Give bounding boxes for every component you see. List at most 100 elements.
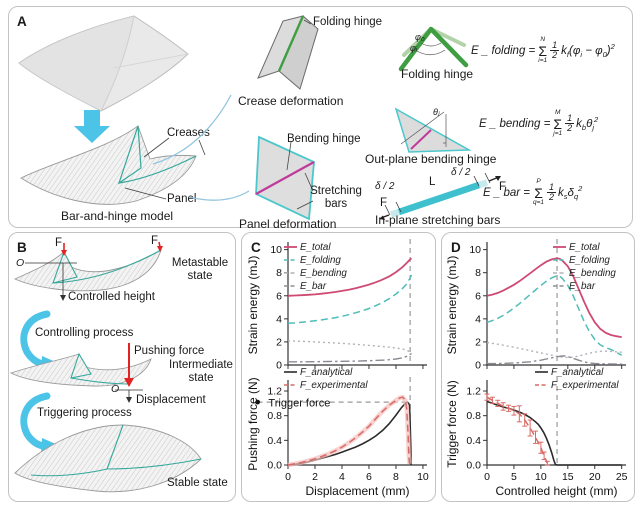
svg-text:F_analytical: F_analytical: [300, 367, 353, 378]
force-f2-label: F: [151, 235, 159, 247]
svg-text:20: 20: [589, 471, 601, 483]
phii-label: φᵢ: [410, 43, 417, 53]
bending-hinge-label: Bending hinge: [287, 133, 361, 145]
panel-d-label: D: [451, 240, 461, 255]
svg-text:8: 8: [475, 267, 481, 279]
down-arrow-icon: [74, 110, 110, 143]
controlling-process-label: Controlling process: [35, 327, 134, 339]
panel-a-label: A: [17, 14, 27, 29]
origin-o2-label: O: [111, 383, 120, 395]
svg-text:0.4: 0.4: [466, 435, 481, 447]
panel-c: C 0 2 4 6 8 10 Strain energy (mJ) E_total E_fold…: [241, 232, 436, 502]
bar-hinge-caption: Bar-and-hinge model: [61, 209, 174, 223]
svg-text:Strain energy (mJ): Strain energy (mJ): [246, 256, 260, 355]
crease-deformation-caption: Crease deformation: [238, 94, 344, 108]
creases-label: Creases: [167, 127, 210, 139]
crease-deformation-illustration: [257, 15, 319, 90]
stable-mesh-illustration: [14, 424, 202, 493]
svg-text:10: 10: [270, 244, 282, 256]
svg-text:10: 10: [417, 471, 429, 483]
svg-text:E_total: E_total: [569, 242, 600, 253]
bar-length-label: L: [429, 176, 436, 188]
folding-hinge-illustration: [398, 26, 469, 72]
phi0-label: φ₀: [415, 32, 425, 42]
svg-text:0.8: 0.8: [466, 410, 481, 422]
svg-text:Displacement (mm): Displacement (mm): [305, 484, 409, 498]
triggering-process-label: Triggering process: [37, 407, 132, 419]
svg-text:2: 2: [312, 471, 318, 483]
panel-b: B F F O Controlled height Metastable sta…: [8, 232, 236, 502]
svg-text:6: 6: [475, 290, 481, 302]
svg-text:4: 4: [339, 471, 345, 483]
panel-a: A Creases Panel Bar-and-hinge model Fold…: [8, 6, 633, 231]
svg-text:1.2: 1.2: [267, 386, 282, 398]
svg-text:6: 6: [276, 290, 282, 302]
svg-text:Controlled height (mm): Controlled height (mm): [495, 484, 617, 498]
bending-hinge-illustration: [394, 107, 472, 153]
intermediate-mesh-illustration: [9, 343, 152, 403]
svg-text:0: 0: [475, 360, 481, 372]
svg-text:0: 0: [276, 360, 282, 372]
origin-o1-label: O: [16, 257, 25, 269]
metastable-mesh-illustration: [13, 241, 163, 301]
strain-energy-vs-displacement-chart: 0 2 4 6 8 10 Strain energy (mJ) E_total E_foldin…: [246, 239, 427, 372]
inplane-caption: In-plane stretching bars: [375, 213, 501, 227]
panel-deformation-caption: Panel deformation: [239, 217, 337, 231]
svg-text:E_bar: E_bar: [300, 281, 327, 292]
force-left-label: F: [380, 197, 388, 209]
svg-text:4: 4: [475, 313, 481, 325]
svg-text:Strain energy (mJ): Strain energy (mJ): [445, 256, 459, 355]
force-right-label: F: [499, 181, 507, 193]
svg-text:15: 15: [562, 471, 574, 483]
svg-text:8: 8: [276, 267, 282, 279]
strain-energy-vs-height-chart: 0 2 4 6 8 10 Strain energy (mJ) E_total E_foldin…: [445, 239, 626, 372]
svg-text:0: 0: [484, 471, 490, 483]
svg-text:F_analytical: F_analytical: [551, 367, 604, 378]
svg-text:0: 0: [285, 471, 291, 483]
theta-label: θⱼ: [433, 107, 440, 117]
folding-hinge-caption: Folding hinge: [401, 67, 474, 81]
outplane-caption: Out-plane bending hinge: [365, 152, 497, 166]
svg-text:10: 10: [535, 471, 547, 483]
svg-text:2: 2: [475, 336, 481, 348]
svg-text:E_folding: E_folding: [300, 255, 341, 266]
metastable-state-label: Metastable state: [171, 257, 229, 283]
panel-label: Panel: [167, 193, 197, 205]
svg-text:0.8: 0.8: [267, 410, 282, 422]
svg-text:5: 5: [511, 471, 517, 483]
pushing-force-vs-displacement-chart: 0.0 0.4 0.8 1.2 0 2 4 6 8 10 Displacement (mm) Push…: [246, 367, 429, 498]
controlled-height-label: Controlled height: [68, 291, 155, 303]
svg-text:E_folding: E_folding: [569, 255, 610, 266]
folding-hinge-label: Folding hinge: [313, 16, 383, 28]
smooth-surface-illustration: [18, 15, 189, 112]
svg-text:0.0: 0.0: [267, 460, 282, 472]
svg-text:E_bending: E_bending: [569, 268, 616, 279]
svg-text:6: 6: [366, 471, 372, 483]
svg-text:F_experimental: F_experimental: [300, 380, 368, 391]
svg-text:4: 4: [276, 313, 282, 325]
svg-text:10: 10: [469, 244, 481, 256]
panel-c-label: C: [251, 240, 261, 255]
stretching-bars-illustration: [379, 172, 501, 220]
svg-text:E_bending: E_bending: [300, 268, 347, 279]
stable-state-label: Stable state: [167, 477, 228, 489]
svg-text:0.4: 0.4: [267, 435, 282, 447]
delta-left-label: δ / 2: [375, 181, 395, 192]
svg-text:Pushing force (N): Pushing force (N): [246, 377, 260, 470]
svg-text:1.2: 1.2: [466, 386, 481, 398]
svg-text:0.0: 0.0: [466, 460, 481, 472]
intermediate-state-label: Intermediate state: [169, 359, 233, 385]
pushing-force-label: Pushing force: [134, 345, 205, 357]
svg-text:Trigger force (N): Trigger force (N): [445, 380, 459, 468]
panel-d: D 0 2 4 6 8 10 Strain energy (mJ) E_total E_fold…: [441, 232, 635, 502]
delta-right-label: δ / 2: [451, 167, 471, 178]
svg-text:E_bar: E_bar: [569, 281, 596, 292]
svg-text:2: 2: [276, 336, 282, 348]
svg-text:8: 8: [393, 471, 399, 483]
svg-text:E_total: E_total: [300, 242, 331, 253]
svg-text:25: 25: [616, 471, 628, 483]
